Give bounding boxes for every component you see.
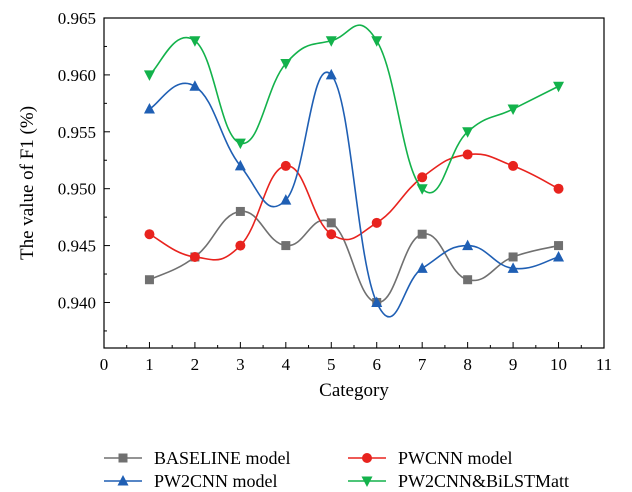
data-point [235,240,246,251]
axes: 0 1 2 3 4 5 6 7 8 9 10 11 0.940 0.945 0.950 0.955 0.960 0… [58,9,612,374]
data-point [189,36,201,47]
x-tick-label: 11 [596,355,612,374]
data-point [326,218,336,228]
series-line [148,24,559,194]
data-point [554,241,564,251]
legend-marker [362,453,372,463]
series-line [149,210,559,304]
y-tick-label: 0.945 [58,237,96,256]
series-baseline-model [144,206,564,307]
series-pwcnn-model [144,149,564,262]
data-point [507,262,519,273]
data-point [143,103,155,114]
legend-label: PW2CNN&BiLSTMatt [398,471,569,491]
legend-label: BASELINE model [154,448,291,468]
data-point [462,127,474,138]
x-tick-label: 8 [463,355,472,374]
x-tick-label: 10 [550,355,567,374]
axis-labels: Category The value of F1 (%) [17,106,389,401]
data-point [463,275,473,285]
series-line [149,71,559,318]
data-point [326,229,337,240]
data-point [234,159,246,171]
data-point [417,172,428,183]
legend-marker [117,475,129,486]
data-point [507,104,519,116]
data-point [189,251,200,262]
data-point [508,160,519,171]
x-tick-label: 2 [191,355,200,374]
data-point [553,250,565,262]
series-line [149,153,559,261]
data-point [189,80,201,91]
y-tick-label: 0.965 [58,9,96,28]
data-point [553,183,564,194]
data-point [280,194,292,205]
data-point [417,229,427,239]
x-axis-label: Category [319,380,389,401]
x-tick-label: 6 [372,355,381,374]
x-tick-label: 0 [100,355,109,374]
legend-item: BASELINE model [104,448,291,468]
data-point [371,217,382,228]
legend-label: PW2CNN model [154,471,278,491]
legend: BASELINE model PWCNN model PW2CNN model PW2… [104,448,569,491]
data-point [281,241,291,251]
x-tick-label: 3 [236,355,245,374]
legend-marker [361,476,373,487]
data-point [462,239,474,251]
data-point [234,138,246,150]
data-point [371,36,383,47]
series-pw2cnn-model [143,68,565,318]
data-point [235,206,245,216]
legend-label: PWCNN model [398,448,513,468]
x-tick-label: 5 [327,355,336,374]
data-point [144,275,154,285]
legend-marker [118,453,128,463]
data-point [280,59,292,70]
series-layer [143,24,565,318]
data-point [462,149,473,160]
legend-item: PWCNN model [348,448,513,468]
data-point [280,160,291,171]
data-point [416,262,428,273]
data-point [416,184,428,195]
x-tick-label: 4 [282,355,291,374]
y-tick-label: 0.950 [58,180,96,199]
legend-item: PW2CNN model [104,471,278,491]
y-tick-label: 0.940 [58,293,96,312]
data-point [553,81,565,93]
y-tick-label: 0.960 [58,66,96,85]
data-point [371,296,383,307]
data-point [144,229,155,240]
data-point [508,252,518,262]
data-point [143,70,155,81]
y-axis-label: The value of F1 (%) [17,106,38,260]
series-pw2cnn-bilstmatt [143,24,565,195]
data-point [325,36,337,47]
x-tick-label: 1 [145,355,154,374]
data-point [325,68,337,80]
x-tick-label: 9 [509,355,518,374]
y-tick-label: 0.955 [58,123,96,142]
x-tick-label: 7 [418,355,427,374]
legend-item: PW2CNN&BiLSTMatt [348,471,569,491]
